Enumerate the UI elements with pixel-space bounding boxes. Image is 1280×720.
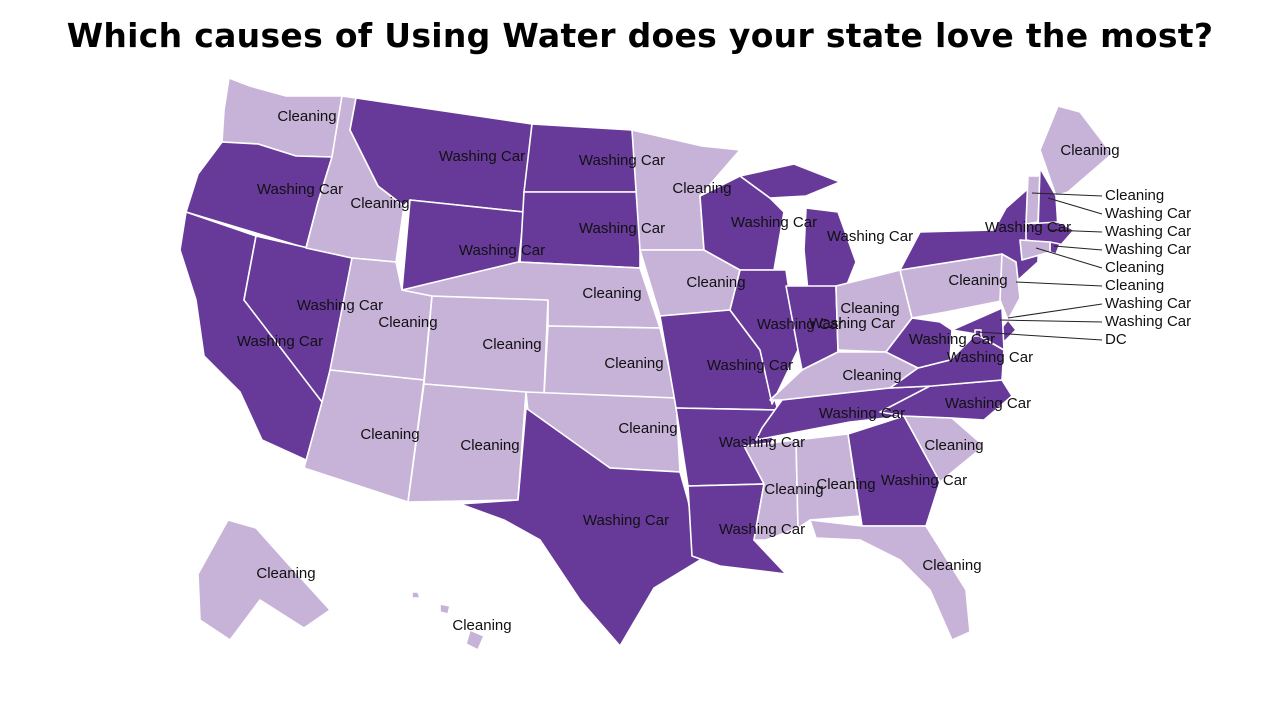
callout-label-de: Washing Car — [1105, 295, 1191, 312]
state-az — [303, 369, 425, 503]
state-label-sc: Cleaning — [924, 437, 983, 454]
state-ct — [1019, 239, 1051, 261]
state-label-mn: Cleaning — [672, 180, 731, 197]
state-label-co: Cleaning — [482, 336, 541, 353]
callout-line-ct — [1035, 247, 1103, 269]
callout-line-nh — [1047, 197, 1103, 215]
callout-label-ct: Cleaning — [1105, 259, 1164, 276]
state-label-ut: Cleaning — [378, 314, 437, 331]
state-label-id: Cleaning — [350, 195, 409, 212]
state-label-pa: Cleaning — [948, 272, 1007, 289]
state-label-me: Cleaning — [1060, 142, 1119, 159]
callout-line-ri — [1053, 245, 1103, 251]
state-label-wi: Washing Car — [731, 214, 817, 231]
state-label-hi: Cleaning — [452, 617, 511, 634]
state-label-tn: Washing Car — [819, 405, 905, 422]
state-hi — [411, 591, 485, 651]
state-al — [795, 433, 861, 529]
state-ne — [401, 261, 661, 329]
state-label-tx: Washing Car — [583, 512, 669, 529]
callout-line-vt — [1031, 192, 1103, 197]
callout-label-ri: Washing Car — [1105, 241, 1191, 258]
callout-label-ma: Washing Car — [1105, 223, 1191, 240]
state-label-nc: Washing Car — [945, 395, 1031, 412]
state-label-sd: Washing Car — [579, 220, 665, 237]
state-label-nm: Cleaning — [460, 437, 519, 454]
state-label-az: Cleaning — [360, 426, 419, 443]
state-label-va: Washing Car — [947, 349, 1033, 366]
state-il — [729, 269, 799, 405]
callout-lines — [977, 192, 1103, 341]
state-label-ms: Cleaning — [764, 481, 823, 498]
state-ma — [1025, 221, 1075, 247]
state-ga — [847, 415, 941, 527]
state-label-al: Cleaning — [816, 476, 875, 493]
state-label-oh: Cleaning — [840, 300, 899, 317]
state-tx — [459, 407, 701, 647]
state-label-ga: Washing Car — [881, 472, 967, 489]
state-label-ca: Washing Car — [237, 333, 323, 350]
state-label-ky: Cleaning — [842, 367, 901, 384]
state-label-mi: Washing Car — [827, 228, 913, 245]
state-ak — [197, 519, 331, 641]
state-label-il: Washing Car — [757, 316, 843, 333]
callout-label-nh: Washing Car — [1105, 205, 1191, 222]
state-dc — [974, 329, 982, 337]
state-label-wv: Washing Car — [909, 331, 995, 348]
state-label-ar: Washing Car — [719, 434, 805, 451]
state-label-nv: Washing Car — [297, 297, 383, 314]
state-nj — [999, 253, 1021, 321]
state-label-wy: Washing Car — [459, 242, 545, 259]
callout-label-vt: Cleaning — [1105, 187, 1164, 204]
state-label-nd: Washing Car — [579, 152, 665, 169]
callout-line-dc — [977, 331, 1103, 341]
state-label-fl: Cleaning — [922, 557, 981, 574]
callout-label-md: Washing Car — [1105, 313, 1191, 330]
callout-line-de — [1007, 303, 1103, 319]
callout-line-ma — [1049, 229, 1103, 233]
state-label-la: Washing Car — [719, 521, 805, 538]
callout-label-nj: Cleaning — [1105, 277, 1164, 294]
state-label-ny: Washing Car — [985, 219, 1071, 236]
callout-line-md — [999, 319, 1103, 323]
state-label-in: Washing Car — [809, 315, 895, 332]
state-label-mt: Washing Car — [439, 148, 525, 165]
state-label-ok: Cleaning — [618, 420, 677, 437]
state-label-ks: Cleaning — [604, 355, 663, 372]
state-md — [951, 307, 1005, 351]
state-label-ak: Cleaning — [256, 565, 315, 582]
states-layer — [179, 77, 1113, 651]
callout-label-dc: DC — [1105, 331, 1127, 348]
state-label-ne: Cleaning — [582, 285, 641, 302]
state-label-or: Washing Car — [257, 181, 343, 198]
callout-line-nj — [1015, 281, 1103, 287]
state-label-mo: Washing Car — [707, 357, 793, 374]
state-label-ia: Cleaning — [686, 274, 745, 291]
page-title: Which causes of Using Water does your st… — [66, 16, 1214, 55]
state-label-wa: Cleaning — [277, 108, 336, 125]
state-fl — [809, 519, 971, 641]
